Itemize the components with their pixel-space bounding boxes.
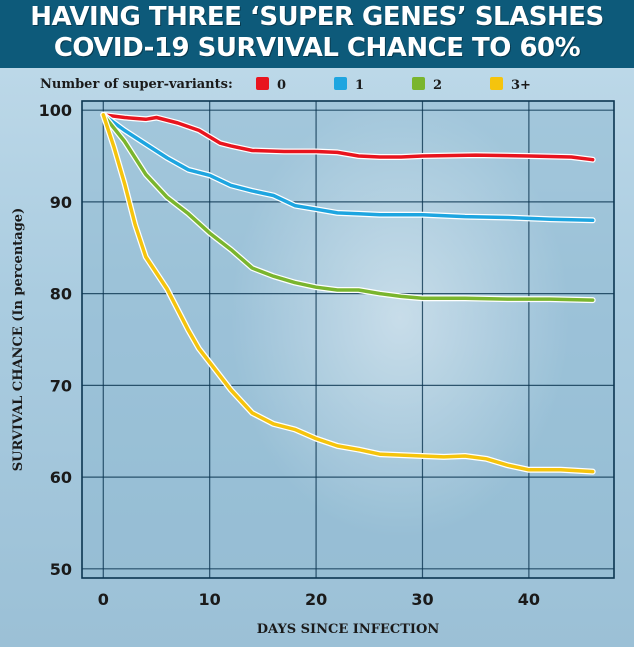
y-tick-label: 60 xyxy=(50,468,72,487)
series-line-3+ xyxy=(101,113,595,474)
y-tick-label: 100 xyxy=(39,101,72,120)
y-tick-label: 50 xyxy=(50,560,72,579)
series-line-0 xyxy=(101,113,595,162)
chart-area: 0 10 20 30 40 50 60 70 80 90 100 Number of super-v… xyxy=(0,68,634,647)
legend-swatch-2 xyxy=(412,77,425,90)
y-tick-label: 90 xyxy=(50,193,72,212)
y-axis-label: SURVIVAL CHANCE (In percentage) xyxy=(11,208,26,471)
legend-swatch-1 xyxy=(334,77,347,90)
legend-label-1: 1 xyxy=(355,78,364,93)
legend: Number of super-variants: 0 1 2 3+ xyxy=(40,77,531,93)
legend-label-2: 2 xyxy=(433,78,442,93)
series-lines xyxy=(100,111,596,475)
series-line-2 xyxy=(101,113,595,302)
x-tick-label: 40 xyxy=(518,590,540,609)
plot-background xyxy=(82,98,614,578)
y-tick-label: 80 xyxy=(50,285,72,304)
x-tick-label: 30 xyxy=(411,590,433,609)
legend-swatch-3+ xyxy=(490,77,503,90)
tick-labels: 0 10 20 30 40 50 60 70 80 90 100 xyxy=(39,101,540,609)
chart-title: HAVING THREE ‘SUPER GENES’ SLASHES COVID… xyxy=(0,2,634,64)
series-line-1 xyxy=(101,113,595,223)
legend-label-3+: 3+ xyxy=(511,78,531,93)
title-line-1: HAVING THREE ‘SUPER GENES’ SLASHES xyxy=(30,2,604,32)
x-tick-label: 0 xyxy=(98,590,109,609)
legend-label-0: 0 xyxy=(277,78,286,93)
x-axis-label: DAYS SINCE INFECTION xyxy=(257,622,440,637)
y-tick-label: 70 xyxy=(50,376,72,395)
plot-border xyxy=(81,100,615,579)
title-line-2: COVID-19 SURVIVAL CHANCE TO 60% xyxy=(53,33,581,63)
legend-title: Number of super-variants: xyxy=(40,77,233,92)
x-tick-label: 20 xyxy=(305,590,327,609)
background-glow xyxy=(230,98,570,538)
x-tick-label: 10 xyxy=(199,590,221,609)
legend-swatch-0 xyxy=(256,77,269,90)
